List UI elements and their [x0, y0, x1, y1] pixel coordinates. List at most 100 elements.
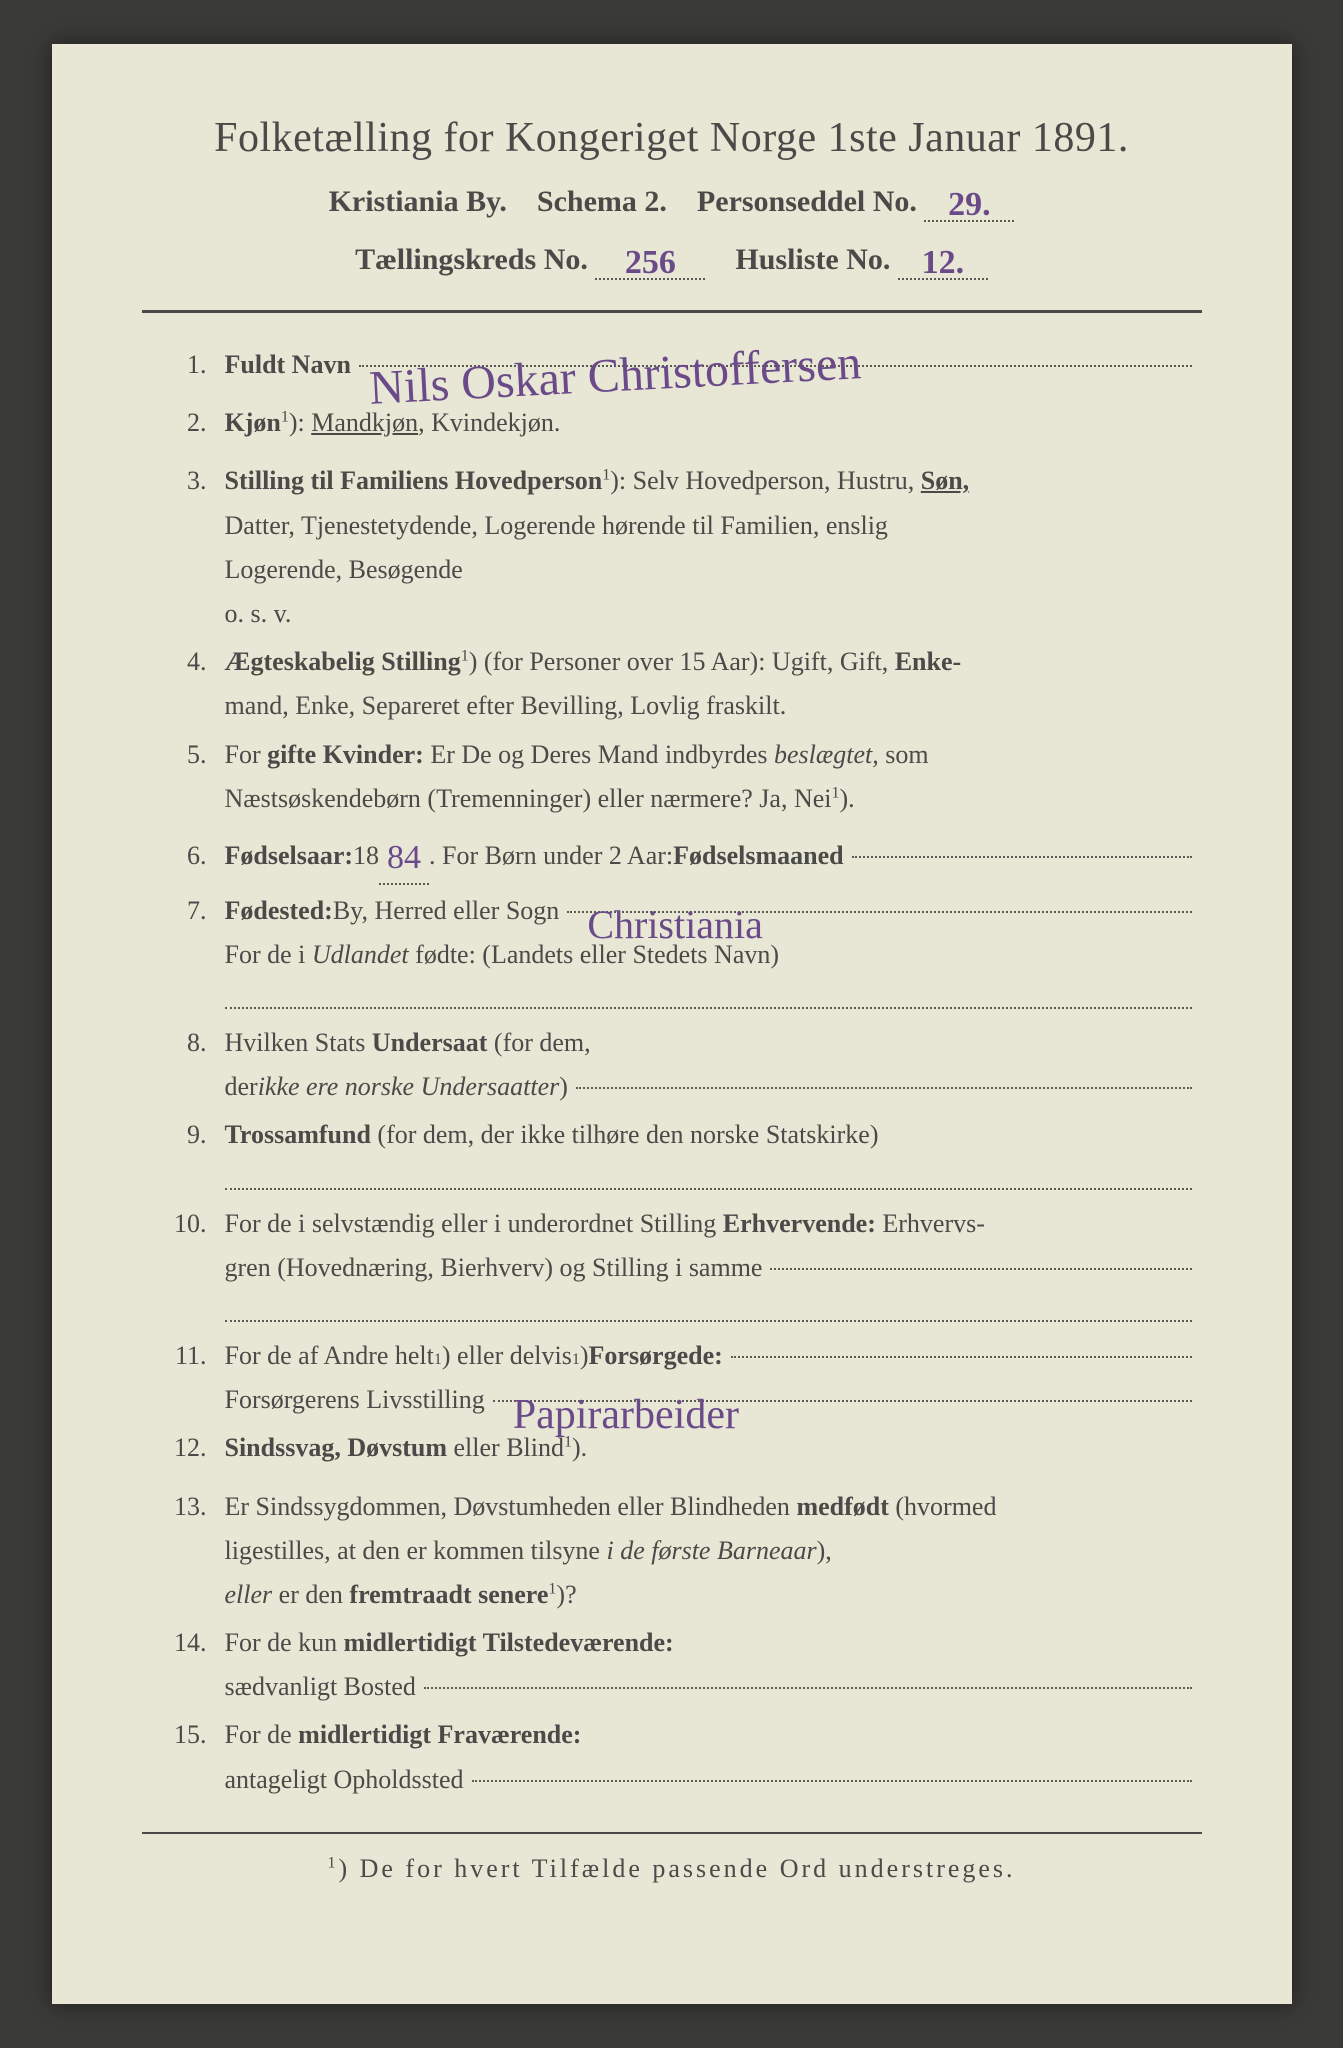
field-content: Fødested: By, Herred eller Sogn Christia…: [225, 889, 1192, 977]
field-num: 1.: [152, 343, 225, 387]
field-3: 3. Stilling til Familiens Hovedperson1):…: [152, 459, 1192, 636]
city-label: Kristiania By.: [329, 185, 507, 218]
f13-l3-mid: er den: [272, 1580, 349, 1609]
marital-enke: Enke-: [895, 647, 961, 676]
marital-line2: mand, Enke, Separeret efter Bevilling, L…: [225, 684, 1192, 728]
f11-t1: For de af Andre helt: [225, 1334, 434, 1378]
main-title: Folketælling for Kongeriget Norge 1ste J…: [112, 114, 1232, 162]
field-num: 11.: [152, 1334, 225, 1378]
field-11: 11. For de af Andre helt1) eller delvis1…: [152, 1334, 1192, 1422]
f15-l2: antageligt Opholdssted: [225, 1758, 464, 1802]
f11-t3: ): [580, 1334, 589, 1378]
field-content: Trossamfund (for dem, der ikke tilhøre d…: [225, 1113, 1192, 1157]
field-num: 6.: [152, 834, 225, 878]
divider-top: [142, 310, 1202, 313]
field-13: 13. Er Sindssygdommen, Døvstumheden elle…: [152, 1485, 1192, 1618]
f9-extra-line: [225, 1162, 1192, 1190]
f10-t1: For de i selvstændig eller i underordnet…: [225, 1209, 723, 1238]
f13-l2-after: ),: [817, 1536, 832, 1565]
person-label: Personseddel No.: [697, 185, 917, 218]
field-content: Er Sindssygdommen, Døvstumheden eller Bl…: [225, 1485, 1192, 1618]
f11-value: Papirarbeider: [513, 1380, 739, 1451]
person-no-value: 29.: [948, 186, 991, 223]
f8-t2: (for dem,: [487, 1028, 590, 1057]
birth-month-label: Fødselsmaaned: [673, 834, 843, 878]
f14-t1: For de kun: [225, 1628, 344, 1657]
field-num: 14.: [152, 1621, 225, 1665]
f8-bold: Undersaat: [372, 1028, 488, 1057]
third-line: Tællingskreds No. 256 Husliste No. 12.: [112, 240, 1232, 280]
f8-line2: der ikke ere norske Undersaatter): [225, 1065, 1192, 1109]
field-num: 15.: [152, 1713, 225, 1757]
f13-l3-bold: fremtraadt senere: [349, 1580, 548, 1609]
f5-italic: beslægtet,: [774, 740, 879, 769]
birthplace-label: Fødested:: [225, 889, 333, 933]
f9-after: (for dem, der ikke tilhøre den norske St…: [371, 1120, 879, 1149]
f8-l2-italic: ikke ere norske Undersaatter: [258, 1065, 560, 1109]
marital-label: Ægteskabelig Stilling: [225, 647, 461, 676]
f7-extra-line: [225, 981, 1192, 1009]
relation-after: ): Selv Hovedperson, Hustru,: [610, 466, 921, 495]
field-num: 4.: [152, 640, 225, 684]
f13-l2-pre: ligestilles, at den er kommen tilsyne: [225, 1536, 607, 1565]
sup: 1: [572, 1346, 580, 1373]
f13-l2-italic: i de første Barneaar: [606, 1536, 816, 1565]
f13-l3-italic: eller: [225, 1580, 273, 1609]
f10-extra-line: [225, 1294, 1192, 1322]
relation-line2: Datter, Tjenestetydende, Logerende høren…: [225, 504, 1192, 548]
field-5: 5. For gifte Kvinder: Er De og Deres Man…: [152, 733, 1192, 821]
field-content: For de i selvstændig eller i underordnet…: [225, 1202, 1192, 1290]
field-num: 5.: [152, 733, 225, 777]
year-fill: 84: [379, 825, 429, 885]
f5-line2: Næstsøskendebørn (Tremenninger) eller næ…: [225, 784, 832, 813]
person-no-fill: 29.: [924, 182, 1014, 222]
f5-bold: gifte Kvinder:: [267, 740, 424, 769]
f15-fill: [472, 1780, 1192, 1782]
f13-b1: medfødt: [796, 1492, 888, 1521]
field-num: 2.: [152, 401, 225, 445]
birth-after: . For Børn under 2 Aar:: [429, 834, 673, 878]
sup: 1: [461, 647, 469, 664]
form-body: 1. Fuldt Navn Nils Oskar Christoffersen …: [112, 343, 1232, 1802]
field-content: For de midlertidigt Fraværende: antageli…: [225, 1713, 1192, 1801]
f12-bold: Sindssvag, Døvstum: [225, 1433, 448, 1462]
field-9: 9. Trossamfund (for dem, der ikke tilhør…: [152, 1113, 1192, 1157]
name-fill: Nils Oskar Christoffersen: [359, 365, 1192, 367]
month-fill: [852, 856, 1192, 858]
name-label: Fuldt Navn: [225, 343, 351, 387]
f5-end: ).: [840, 784, 855, 813]
f7-line1: Fødested: By, Herred eller Sogn Christia…: [225, 889, 1192, 933]
sex-label: Kjøn: [225, 408, 281, 437]
f10-line2: gren (Hovednæring, Bierhverv) og Stillin…: [225, 1246, 1192, 1290]
field-content: Fuldt Navn Nils Oskar Christoffersen: [225, 343, 1192, 387]
field-7: 7. Fødested: By, Herred eller Sogn Chris…: [152, 889, 1192, 977]
field-1: 1. Fuldt Navn Nils Oskar Christoffersen: [152, 343, 1192, 387]
f5-after2: som: [879, 740, 929, 769]
field-15: 15. For de midlertidigt Fraværende: anta…: [152, 1713, 1192, 1801]
f13-line2: ligestilles, at den er kommen tilsyne i …: [225, 1529, 1192, 1573]
f14-fill: [424, 1687, 1192, 1689]
field-content: For de af Andre helt1) eller delvis1) Fo…: [225, 1334, 1192, 1422]
birth-label: Fødselsaar:: [225, 834, 354, 878]
footnote-text: ) De for hvert Tilfælde passende Ord und…: [338, 1854, 1015, 1883]
field-content: For gifte Kvinder: Er De og Deres Mand i…: [225, 733, 1192, 821]
marital-after: ) (for Personer over 15 Aar): Ugift, Gif…: [469, 647, 895, 676]
kreds-fill: 256: [595, 240, 705, 280]
f14-l2: sædvanligt Bosted: [225, 1665, 416, 1709]
field-4: 4. Ægteskabelig Stilling1) (for Personer…: [152, 640, 1192, 728]
field-8: 8. Hvilken Stats Undersaat (for dem, der…: [152, 1021, 1192, 1109]
field-content: Stilling til Familiens Hovedperson1): Se…: [225, 459, 1192, 636]
field-content: For de kun midlertidigt Tilstedeværende:…: [225, 1621, 1192, 1709]
sup: 1: [434, 1346, 442, 1373]
husliste-label: Husliste No.: [735, 243, 890, 276]
field-num: 12.: [152, 1426, 225, 1470]
f11-line1: For de af Andre helt1) eller delvis1) Fo…: [225, 1334, 1192, 1378]
relation-label: Stilling til Familiens Hovedperson: [225, 466, 603, 495]
year-value: 84: [387, 839, 421, 876]
f11-line2: Forsørgerens Livsstilling Papirarbeider: [225, 1378, 1192, 1422]
kreds-value: 256: [625, 244, 676, 281]
birthplace-after: By, Herred eller Sogn: [333, 889, 559, 933]
f11-fill1: [731, 1356, 1192, 1358]
f15-t1: For de: [225, 1720, 299, 1749]
relation-son: Søn,: [921, 466, 969, 495]
